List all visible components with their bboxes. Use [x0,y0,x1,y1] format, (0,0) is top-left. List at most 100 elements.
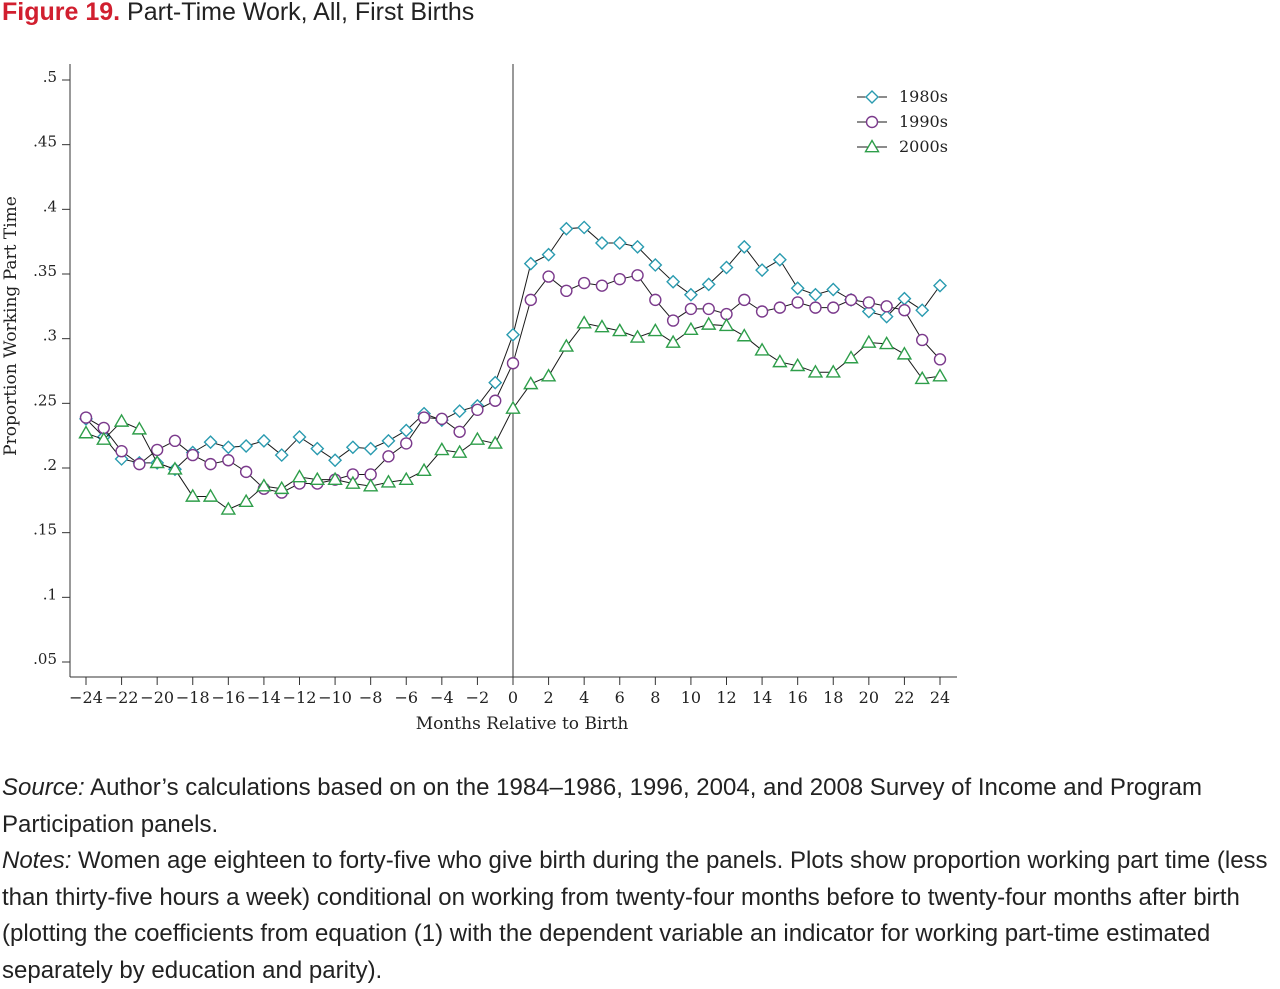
data-point-2000s [540,368,557,382]
data-point-2000s [220,501,237,515]
data-point-1990s [204,457,217,471]
data-point-2000s [78,425,94,439]
data-point-2000s [612,323,628,337]
data-point-1990s [524,293,537,307]
data-point-2000s [505,400,521,414]
notes: Notes: Women age eighteen to forty-five … [2,843,1278,989]
data-point-1990s [649,293,662,307]
data-point-1980s [808,287,823,302]
data-point-2000s [238,493,254,508]
data-point-1980s [648,257,663,272]
data-point-1990s [613,272,626,286]
series-1980s [79,220,947,477]
notes-label: Notes: [2,847,72,874]
data-point-1980s [915,303,930,318]
data-point-1980s [772,252,787,267]
data-point-2000s [131,421,148,435]
data-point-1980s [861,304,876,319]
line-chart: .05.1.15.2.25.3.35.4.45.5−24 −22 −20 −18 −16… [1,64,957,734]
chart-legend: 1980s 1990s 2000s [857,87,948,156]
data-point-1990s [595,279,609,292]
x-tick-label: −2 [466,688,490,707]
data-point-1980s [328,453,343,468]
x-tick-label: 18 [823,688,843,707]
legend-item-2000s: 2000s [857,137,948,156]
data-point-2000s [113,413,130,427]
figure-title: Figure 19. Part-Time Work, All, First Bi… [2,0,474,28]
data-point-1990s [222,454,235,467]
data-point-1990s [506,357,520,370]
data-point-1990s [150,443,164,457]
x-axis-title: Months Relative to Birth [416,714,629,734]
legend-marker [864,139,880,153]
data-point-1990s [400,437,413,450]
data-point-2000s [754,342,770,356]
data-point-2000s [345,475,361,489]
legend-label: 1990s [899,112,948,131]
data-point-1990s [916,333,929,347]
y-tick-label: .1 [43,585,57,603]
data-point-2000s [896,346,913,360]
data-point-1980s [719,260,734,275]
data-point-1980s [292,429,307,444]
data-point-2000s [256,478,272,492]
data-point-2000s [96,431,112,445]
data-point-2000s [416,462,432,476]
data-point-1990s [827,301,840,314]
data-point-1990s [684,302,698,316]
data-point-1980s [826,282,841,297]
x-tick-label: 2 [543,688,553,707]
data-point-2000s [843,350,859,364]
data-point-2000s [700,316,717,330]
data-point-1990s [898,304,911,317]
data-point-1980s [203,435,218,450]
data-point-1980s [345,440,360,455]
chart-axes [69,64,957,678]
x-tick-label: 8 [650,688,660,707]
legend-label: 1980s [899,87,948,106]
data-point-2000s [683,321,699,335]
y-tick-label: .3 [43,327,57,345]
x-tick-label: 6 [615,688,625,707]
y-tick-label: .25 [33,391,57,409]
data-point-2000s [327,471,343,486]
data-point-2000s [594,319,610,333]
x-tick-label: −6 [394,688,418,707]
data-point-1980s [737,239,752,254]
data-point-2000s [309,471,326,486]
series-2000s [78,315,948,515]
data-point-2000s [629,329,646,343]
data-point-1980s [310,441,325,456]
source-note: Source: Author’s calculations based on o… [2,770,1278,843]
data-point-1980s [363,441,378,456]
data-point-2000s [434,442,450,456]
data-point-2000s [718,317,735,332]
data-point-1990s [809,301,822,314]
data-point-1990s [115,444,128,458]
y-tick-label: .4 [43,197,57,215]
data-point-2000s [665,334,681,348]
x-tick-label: 0 [508,688,518,707]
legend-item-1990s: 1990s [857,112,948,131]
data-point-1990s [186,448,199,462]
data-point-2000s [469,431,486,445]
legend-marker [865,90,879,104]
data-point-1990s [133,457,146,471]
x-tick-label: −22 [105,688,139,707]
data-point-1980s [755,263,770,278]
chart-ticks: .05.1.15.2.25.3.35.4.45.5−24 −22 −20 −18 −16… [33,68,950,707]
x-tick-label: 14 [752,688,772,707]
chart-series [78,220,948,515]
data-point-2000s [451,444,468,458]
data-point-1990s [933,353,947,366]
data-point-1990s [417,411,431,424]
notes-text: Women age eighteen to forty-five who giv… [2,847,1268,984]
data-point-1980s [630,239,645,254]
data-point-2000s [914,370,930,385]
x-tick-label: −8 [359,688,383,707]
data-point-1990s [168,434,182,448]
legend-item-1980s: 1980s [857,87,948,106]
data-point-2000s [362,478,379,492]
legend-marker [865,115,879,129]
data-point-2000s [825,364,841,378]
